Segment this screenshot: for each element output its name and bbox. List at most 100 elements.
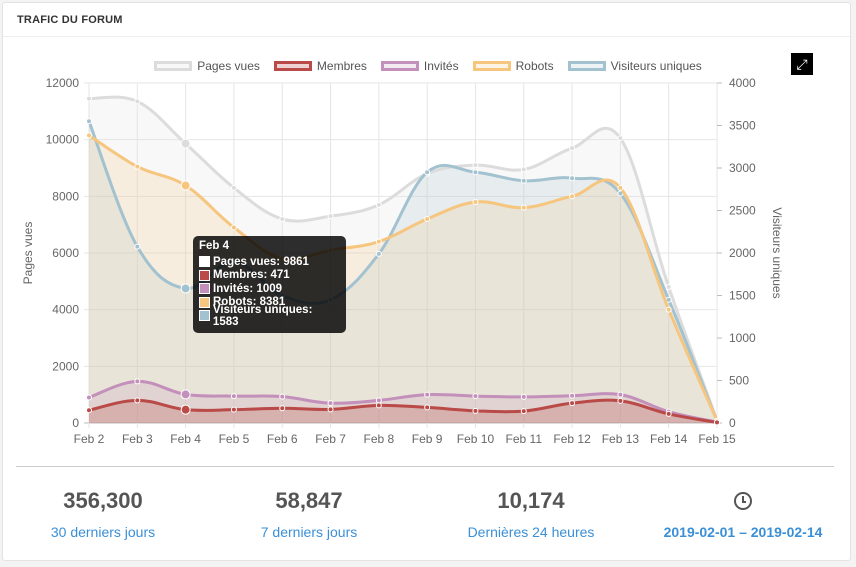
data-point	[520, 177, 527, 184]
data-point	[134, 397, 141, 404]
y-tick-label: 2000	[52, 359, 79, 373]
x-tick-label: Feb 3	[122, 432, 153, 446]
data-point	[134, 243, 141, 250]
data-point	[520, 204, 527, 211]
data-point	[617, 135, 624, 142]
tooltip-label: Robots: 8381	[213, 296, 286, 309]
tooltip-row: Invités: 1009	[199, 282, 340, 296]
stats-divider	[16, 466, 834, 467]
legend-swatch	[380, 61, 419, 71]
data-point	[714, 419, 720, 426]
data-point	[569, 392, 576, 399]
stat-label[interactable]: 30 derniers jours	[50, 524, 156, 540]
data-point	[86, 95, 92, 102]
x-tick-label: Feb 5	[219, 432, 250, 446]
legend-item[interactable]: Invités	[380, 59, 459, 73]
data-point	[424, 216, 431, 222]
data-point	[424, 404, 431, 411]
legend-item[interactable]: Robots	[472, 59, 554, 73]
tooltip-title: Feb 4	[199, 240, 230, 252]
tooltip-swatch	[199, 283, 210, 295]
data-point	[375, 250, 382, 257]
data-point	[617, 397, 624, 404]
data-point	[665, 306, 672, 313]
data-point	[279, 216, 286, 222]
legend-label: Robots	[515, 59, 554, 73]
stat-date-range: 2019-02-01 – 2019-02-14	[643, 486, 843, 540]
data-point	[180, 404, 191, 415]
y2-tick-label: 3500	[729, 119, 756, 133]
stat-value: 10,174	[497, 488, 565, 513]
x-tick-label: Feb 10	[457, 432, 495, 446]
tooltip-swatch	[199, 256, 210, 268]
stat-value: 356,300	[63, 488, 143, 513]
data-point	[86, 118, 92, 125]
tooltip-swatch	[199, 310, 210, 322]
legend-swatch	[154, 61, 193, 71]
series-area	[89, 121, 717, 423]
legend-item[interactable]: Pages vues	[154, 59, 260, 73]
tooltip-row: Membres: 471	[199, 269, 340, 283]
x-tick-label: Feb 8	[364, 432, 395, 446]
stat-label[interactable]: Dernières 24 heures	[467, 524, 595, 540]
stat-value: 58,847	[275, 488, 343, 513]
y2-tick-label: 3000	[729, 161, 756, 175]
data-point	[375, 201, 382, 208]
data-point	[327, 400, 334, 407]
y2-tick-label: 0	[729, 416, 736, 430]
data-point	[569, 400, 576, 407]
legend-label: Membres	[316, 59, 367, 73]
y-tick-label: 6000	[52, 246, 79, 260]
data-point	[134, 378, 141, 385]
date-range-label[interactable]: 2019-02-01 – 2019-02-14	[663, 524, 823, 540]
data-point	[230, 224, 237, 231]
y-tick-label: 4000	[52, 303, 79, 317]
title-divider	[3, 36, 850, 37]
data-point	[279, 405, 286, 412]
data-point	[134, 163, 141, 170]
tooltip-label: Membres: 471	[213, 269, 290, 282]
tooltip-row: Robots: 8381	[199, 296, 340, 310]
data-point	[520, 166, 527, 173]
x-tick-label: Feb 11	[506, 432, 543, 446]
x-tick-label: Feb 13	[602, 432, 640, 446]
x-tick-label: Feb 15	[698, 432, 736, 446]
tooltip-label: Pages vues: 9861	[213, 255, 309, 268]
chart-legend: Pages vues Membres Invités Robots Visiteurs …	[0, 59, 856, 73]
data-point	[472, 169, 479, 176]
data-point	[520, 393, 527, 400]
data-point	[569, 145, 576, 152]
data-point	[230, 184, 237, 191]
legend-swatch	[567, 61, 606, 71]
data-point	[472, 162, 479, 169]
data-point	[665, 410, 672, 417]
panel-title: TRAFIC DU FORUM	[17, 14, 123, 26]
legend-label: Pages vues	[197, 59, 260, 73]
data-point	[375, 397, 382, 404]
y-tick-label: 8000	[52, 189, 79, 203]
data-point	[230, 393, 237, 400]
y2-tick-label: 2000	[729, 246, 756, 260]
left-axis-title: Pages vues	[21, 222, 35, 285]
data-point	[180, 389, 191, 400]
stat-30-days: 356,300 30 derniers jours	[3, 486, 203, 540]
x-tick-label: Feb 9	[412, 432, 443, 446]
data-point	[180, 138, 191, 149]
data-point	[424, 391, 431, 398]
y2-tick-label: 1500	[729, 289, 756, 303]
expand-icon[interactable]: ⤢	[791, 53, 813, 75]
data-point	[86, 132, 92, 139]
forum-traffic-panel: TRAFIC DU FORUM	[2, 2, 851, 561]
series-area	[89, 135, 717, 423]
legend-item[interactable]: Visiteurs uniques	[567, 59, 702, 73]
data-point	[375, 238, 382, 245]
legend-item[interactable]: Membres	[273, 59, 367, 73]
clock-icon	[734, 492, 752, 510]
x-tick-label: Feb 2	[74, 432, 105, 446]
data-point	[617, 391, 624, 398]
x-tick-label: Feb 4	[170, 432, 201, 446]
tooltip-row: Pages vues: 9861	[199, 255, 340, 269]
y-tick-label: 12000	[46, 76, 80, 90]
stat-label[interactable]: 7 derniers jours	[260, 524, 358, 540]
